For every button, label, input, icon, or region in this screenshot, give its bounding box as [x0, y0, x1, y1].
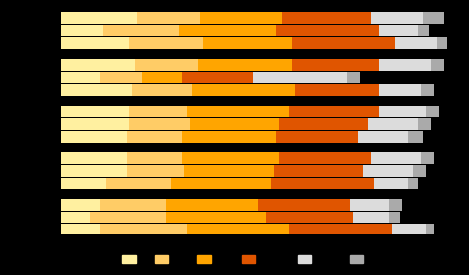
Bar [408, 178, 418, 189]
Bar [143, 72, 182, 83]
Bar [61, 12, 137, 24]
Bar [182, 131, 276, 143]
Bar [200, 12, 281, 24]
Bar [61, 178, 106, 189]
Bar [431, 59, 445, 70]
Bar [61, 224, 100, 236]
Bar [418, 118, 431, 130]
Bar [394, 37, 437, 49]
Bar [61, 37, 129, 49]
Bar [61, 152, 127, 164]
Bar [408, 131, 424, 143]
Bar [127, 152, 182, 164]
Bar [292, 59, 379, 70]
Bar [189, 118, 279, 130]
Bar [426, 106, 439, 117]
Bar [418, 25, 429, 37]
Bar [379, 106, 426, 117]
Bar [90, 212, 166, 223]
Bar [279, 118, 368, 130]
Bar [271, 178, 373, 189]
Bar [184, 165, 274, 177]
Bar [100, 72, 143, 83]
Bar [347, 72, 360, 83]
Bar [61, 72, 100, 83]
Bar [166, 212, 266, 223]
Bar [295, 84, 379, 96]
Bar [371, 152, 421, 164]
Bar [137, 12, 200, 24]
Bar [100, 224, 187, 236]
Bar [127, 131, 182, 143]
Bar [171, 178, 271, 189]
Bar [358, 131, 408, 143]
Bar [61, 199, 100, 211]
Bar [106, 178, 171, 189]
Bar [103, 25, 179, 37]
Bar [292, 37, 394, 49]
Bar [363, 165, 413, 177]
Bar [276, 131, 358, 143]
Bar [276, 25, 379, 37]
Bar [368, 118, 418, 130]
Bar [437, 37, 447, 49]
Bar [289, 224, 392, 236]
Bar [129, 37, 203, 49]
Bar [132, 84, 192, 96]
Bar [61, 84, 132, 96]
Bar [426, 224, 434, 236]
Bar [421, 152, 434, 164]
Bar [61, 25, 103, 37]
Bar [379, 25, 418, 37]
Bar [197, 59, 292, 70]
Bar [379, 84, 421, 96]
Bar [187, 224, 289, 236]
Bar [392, 224, 426, 236]
Bar [281, 12, 371, 24]
Bar [203, 37, 292, 49]
Bar [61, 118, 129, 130]
Bar [100, 199, 166, 211]
Bar [258, 199, 350, 211]
Bar [389, 199, 402, 211]
Bar [353, 212, 389, 223]
Bar [127, 165, 184, 177]
Bar [61, 59, 135, 70]
Bar [166, 199, 258, 211]
Bar [389, 212, 400, 223]
Bar [61, 165, 127, 177]
Bar [279, 152, 371, 164]
Bar [253, 72, 347, 83]
Bar [61, 131, 127, 143]
Bar [129, 118, 189, 130]
Bar [135, 59, 197, 70]
Bar [61, 212, 90, 223]
Bar [379, 59, 431, 70]
Bar [129, 106, 187, 117]
Bar [192, 84, 295, 96]
Bar [350, 199, 389, 211]
Bar [424, 12, 445, 24]
Bar [371, 12, 424, 24]
Bar [266, 212, 353, 223]
Bar [179, 25, 276, 37]
Bar [289, 106, 379, 117]
Bar [373, 178, 408, 189]
Bar [182, 152, 279, 164]
Bar [182, 72, 253, 83]
Bar [413, 165, 426, 177]
Bar [274, 165, 363, 177]
Bar [61, 106, 129, 117]
Bar [421, 84, 434, 96]
Bar [187, 106, 289, 117]
